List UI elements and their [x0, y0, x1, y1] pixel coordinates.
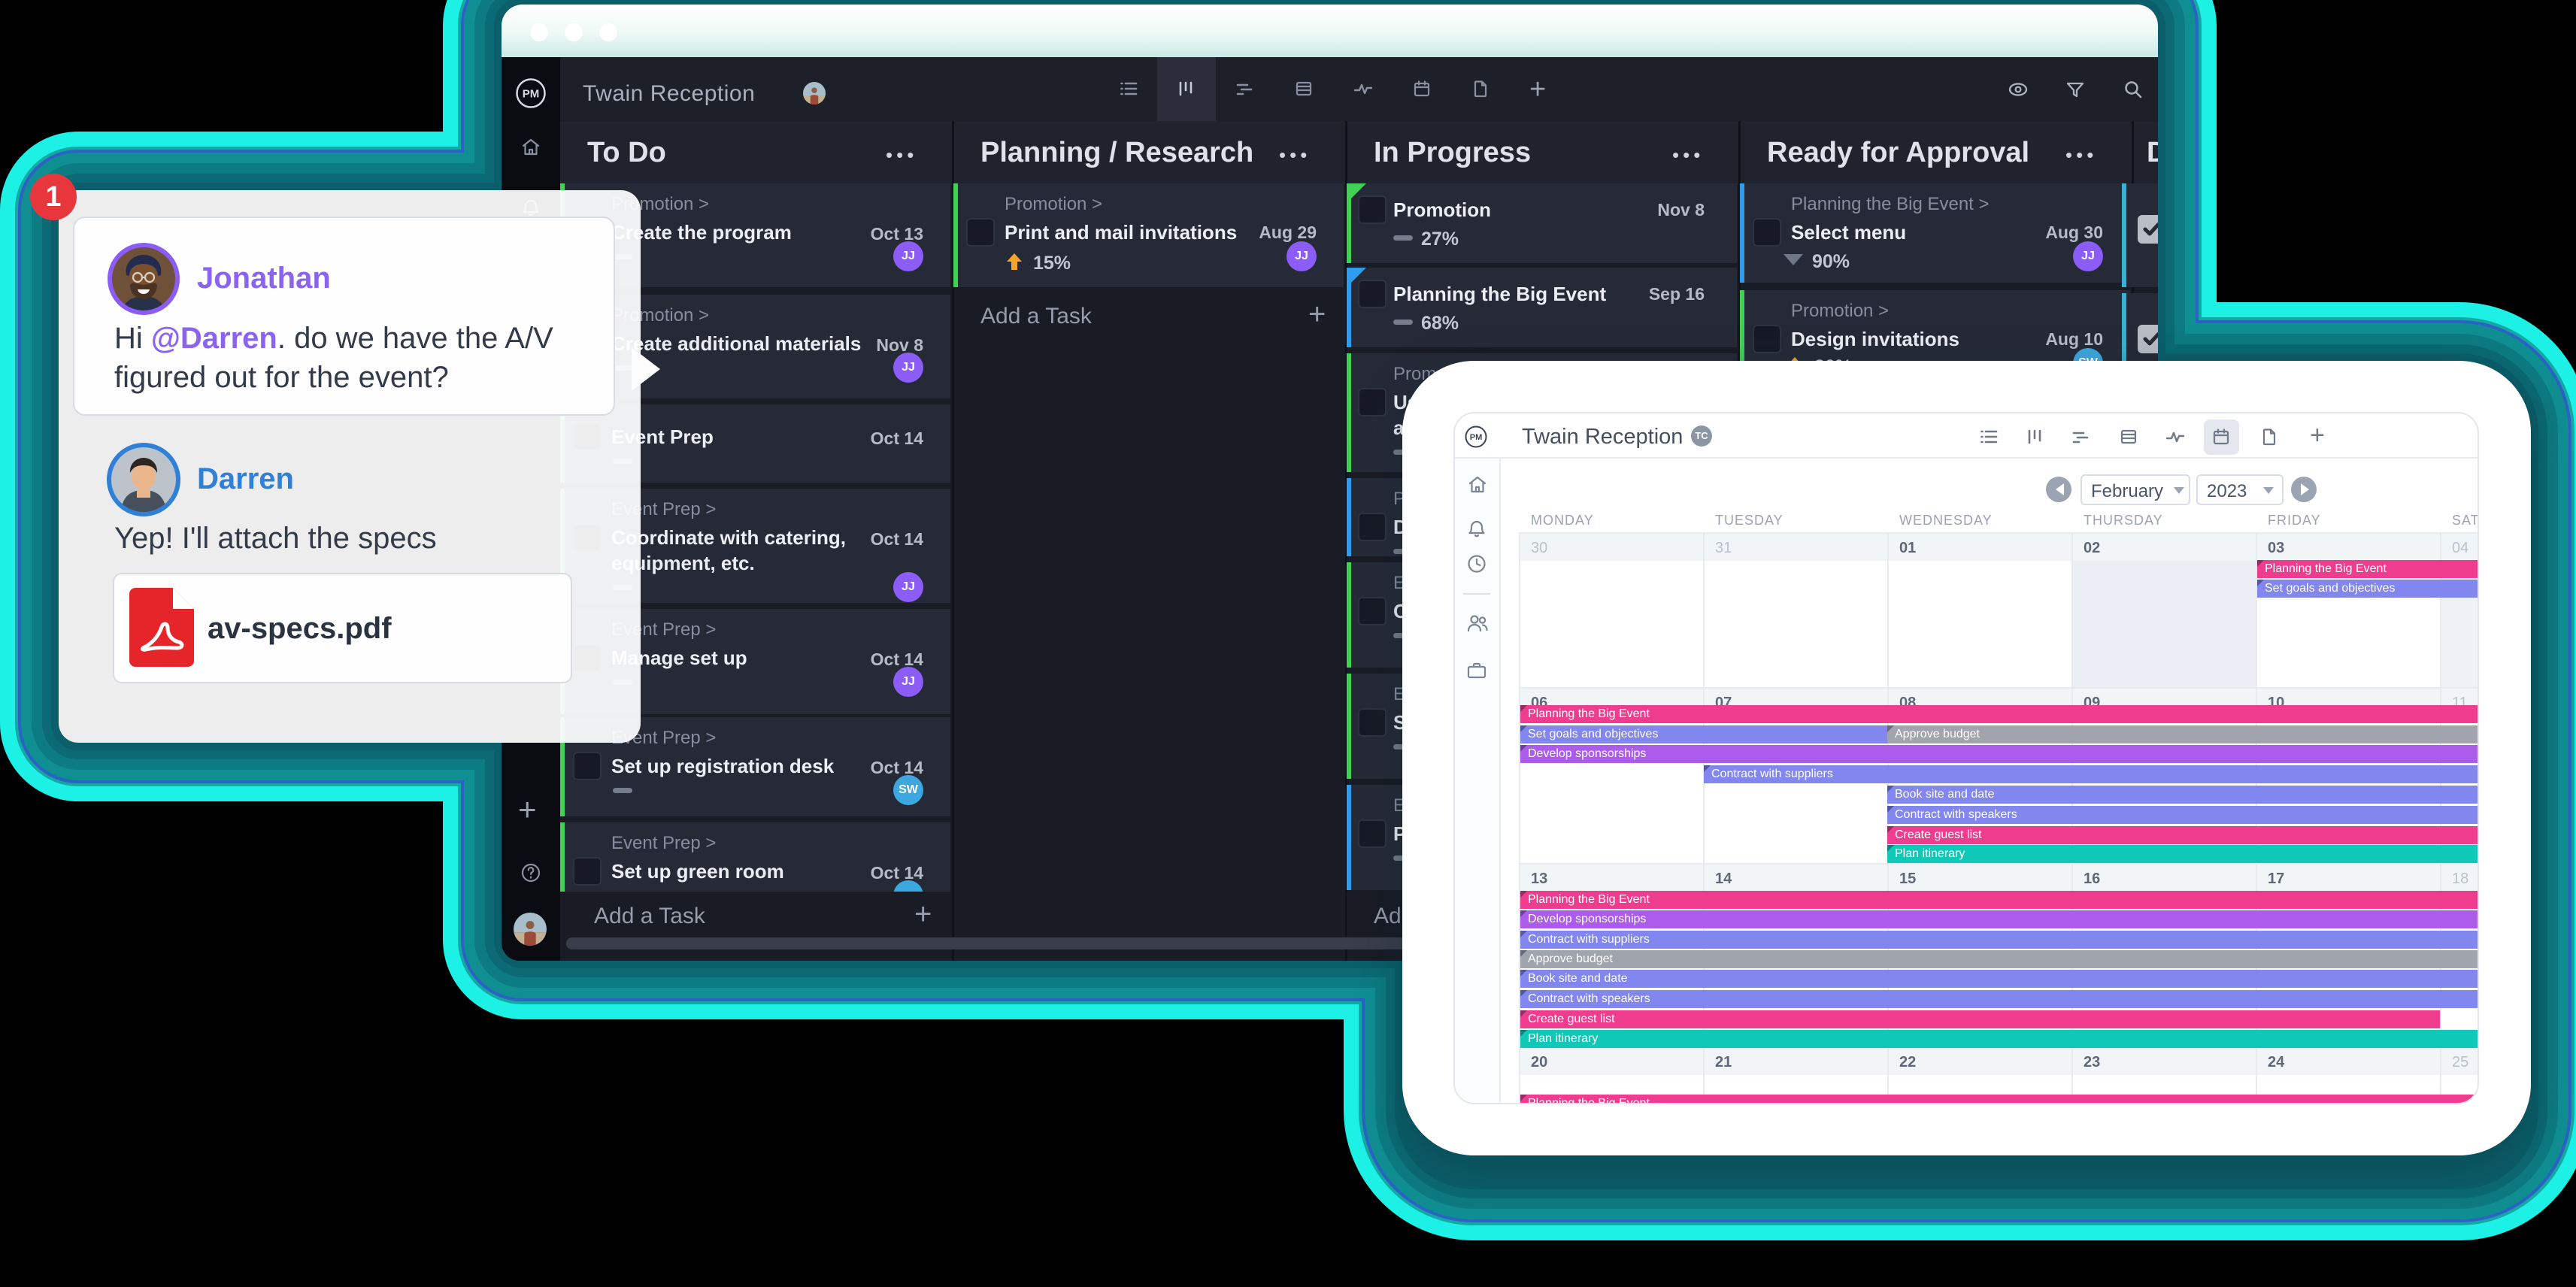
- svg-text:PM: PM: [1470, 433, 1483, 442]
- svg-text:PM: PM: [523, 87, 540, 100]
